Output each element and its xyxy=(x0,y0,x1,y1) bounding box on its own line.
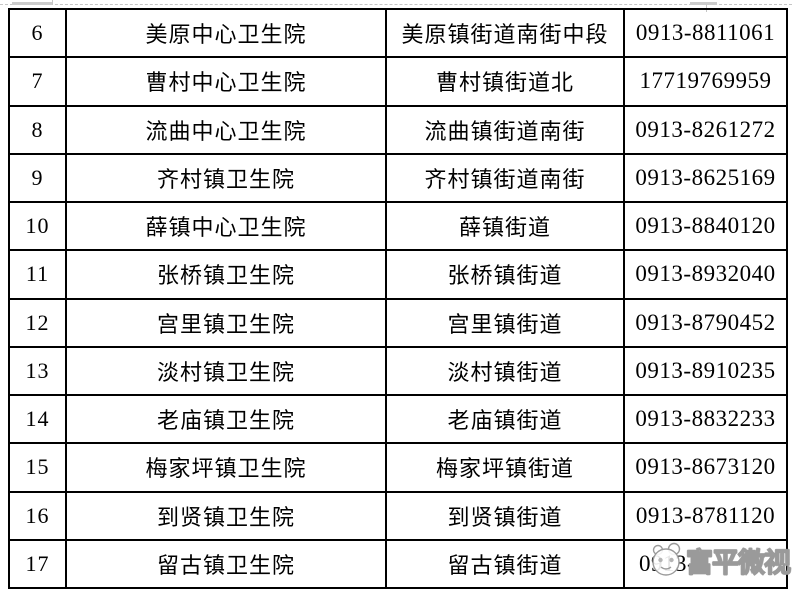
top-crop-segment-right xyxy=(690,2,717,5)
table-row: 15 梅家坪镇卫生院 梅家坪镇街道 0913-8673120 xyxy=(8,442,788,493)
facility-name-cell: 淡村镇卫生院 xyxy=(65,345,387,397)
top-crop-segment-left xyxy=(12,2,52,5)
facility-phone-cell: 0913-8261272 xyxy=(623,104,788,155)
facility-phone-cell: 0913-8832233 xyxy=(623,393,788,445)
row-number-cell: 17 xyxy=(8,538,67,590)
table-row: 14 老庙镇卫生院 老庙镇街道 0913-8832233 xyxy=(8,393,788,445)
table-row: 12 宫里镇卫生院 宫里镇街道 0913-8790452 xyxy=(8,297,788,348)
row-number-cell: 12 xyxy=(8,297,67,348)
facility-name-cell: 到贤镇卫生院 xyxy=(65,490,387,541)
row-number-cell: 14 xyxy=(8,393,67,445)
facility-name-cell: 流曲中心卫生院 xyxy=(65,104,387,155)
facility-phone-cell: 0913-8840120 xyxy=(623,200,788,252)
top-crop-tick-right xyxy=(706,4,707,12)
facility-name-cell: 宫里镇卫生院 xyxy=(65,297,387,348)
facility-address-cell: 张桥镇街道 xyxy=(385,249,625,300)
table-row: 16 到贤镇卫生院 到贤镇街道 0913-8781120 xyxy=(8,490,788,541)
table-row: 9 齐村镇卫生院 齐村镇街道南街 0913-8625169 xyxy=(8,152,788,204)
facility-address-cell: 梅家坪镇街道 xyxy=(385,442,625,493)
facility-name-cell: 留古镇卫生院 xyxy=(65,538,387,590)
facility-phone-cell: 0913-8 xyxy=(623,538,788,590)
facility-phone-cell: 0913-8910235 xyxy=(623,345,788,397)
facility-address-cell: 老庙镇街道 xyxy=(385,393,625,445)
top-crop-tick-left xyxy=(52,0,53,5)
facility-address-cell: 留古镇街道 xyxy=(385,538,625,590)
facility-address-cell: 薛镇街道 xyxy=(385,200,625,252)
health-centers-table: 6 美原中心卫生院 美原镇街道南街中段 0913-8811061 7 曹村中心卫… xyxy=(8,7,788,590)
facility-name-cell: 老庙镇卫生院 xyxy=(65,393,387,445)
table-body: 6 美原中心卫生院 美原镇街道南街中段 0913-8811061 7 曹村中心卫… xyxy=(8,7,788,590)
facility-name-cell: 薛镇中心卫生院 xyxy=(65,200,387,252)
table-row: 8 流曲中心卫生院 流曲镇街道南街 0913-8261272 xyxy=(8,104,788,155)
facility-name-cell: 梅家坪镇卫生院 xyxy=(65,442,387,493)
facility-phone-cell: 17719769959 xyxy=(623,56,788,107)
row-number-cell: 7 xyxy=(8,56,67,107)
table-row: 7 曹村中心卫生院 曹村镇街道北 17719769959 xyxy=(8,56,788,107)
facility-phone-cell: 0913-8932040 xyxy=(623,249,788,300)
facility-address-cell: 到贤镇街道 xyxy=(385,490,625,541)
facility-address-cell: 齐村镇街道南街 xyxy=(385,152,625,204)
row-number-cell: 6 xyxy=(8,7,67,59)
row-number-cell: 15 xyxy=(8,442,67,493)
table-row: 17 留古镇卫生院 留古镇街道 0913-8 xyxy=(8,538,788,590)
row-number-cell: 8 xyxy=(8,104,67,155)
table-row: 13 淡村镇卫生院 淡村镇街道 0913-8910235 xyxy=(8,345,788,397)
facility-phone-cell: 0913-8673120 xyxy=(623,442,788,493)
row-number-cell: 9 xyxy=(8,152,67,204)
facility-address-cell: 流曲镇街道南街 xyxy=(385,104,625,155)
facility-name-cell: 齐村镇卫生院 xyxy=(65,152,387,204)
row-number-cell: 10 xyxy=(8,200,67,252)
facility-name-cell: 曹村中心卫生院 xyxy=(65,56,387,107)
facility-name-cell: 美原中心卫生院 xyxy=(65,7,387,59)
row-number-cell: 11 xyxy=(8,249,67,300)
table-row: 11 张桥镇卫生院 张桥镇街道 0913-8932040 xyxy=(8,249,788,300)
top-crop-dashed-line xyxy=(0,4,792,5)
facility-address-cell: 曹村镇街道北 xyxy=(385,56,625,107)
facility-name-cell: 张桥镇卫生院 xyxy=(65,249,387,300)
facility-phone-cell: 0913-8625169 xyxy=(623,152,788,204)
facility-phone-cell: 0913-8790452 xyxy=(623,297,788,348)
facility-address-cell: 淡村镇街道 xyxy=(385,345,625,397)
facility-phone-cell: 0913-8781120 xyxy=(623,490,788,541)
facility-phone-cell: 0913-8811061 xyxy=(623,7,788,59)
table-row: 6 美原中心卫生院 美原镇街道南街中段 0913-8811061 xyxy=(8,7,788,59)
table-row: 10 薛镇中心卫生院 薛镇街道 0913-8840120 xyxy=(8,200,788,252)
facility-address-cell: 宫里镇街道 xyxy=(385,297,625,348)
facility-address-cell: 美原镇街道南街中段 xyxy=(385,7,625,59)
row-number-cell: 16 xyxy=(8,490,67,541)
row-number-cell: 13 xyxy=(8,345,67,397)
